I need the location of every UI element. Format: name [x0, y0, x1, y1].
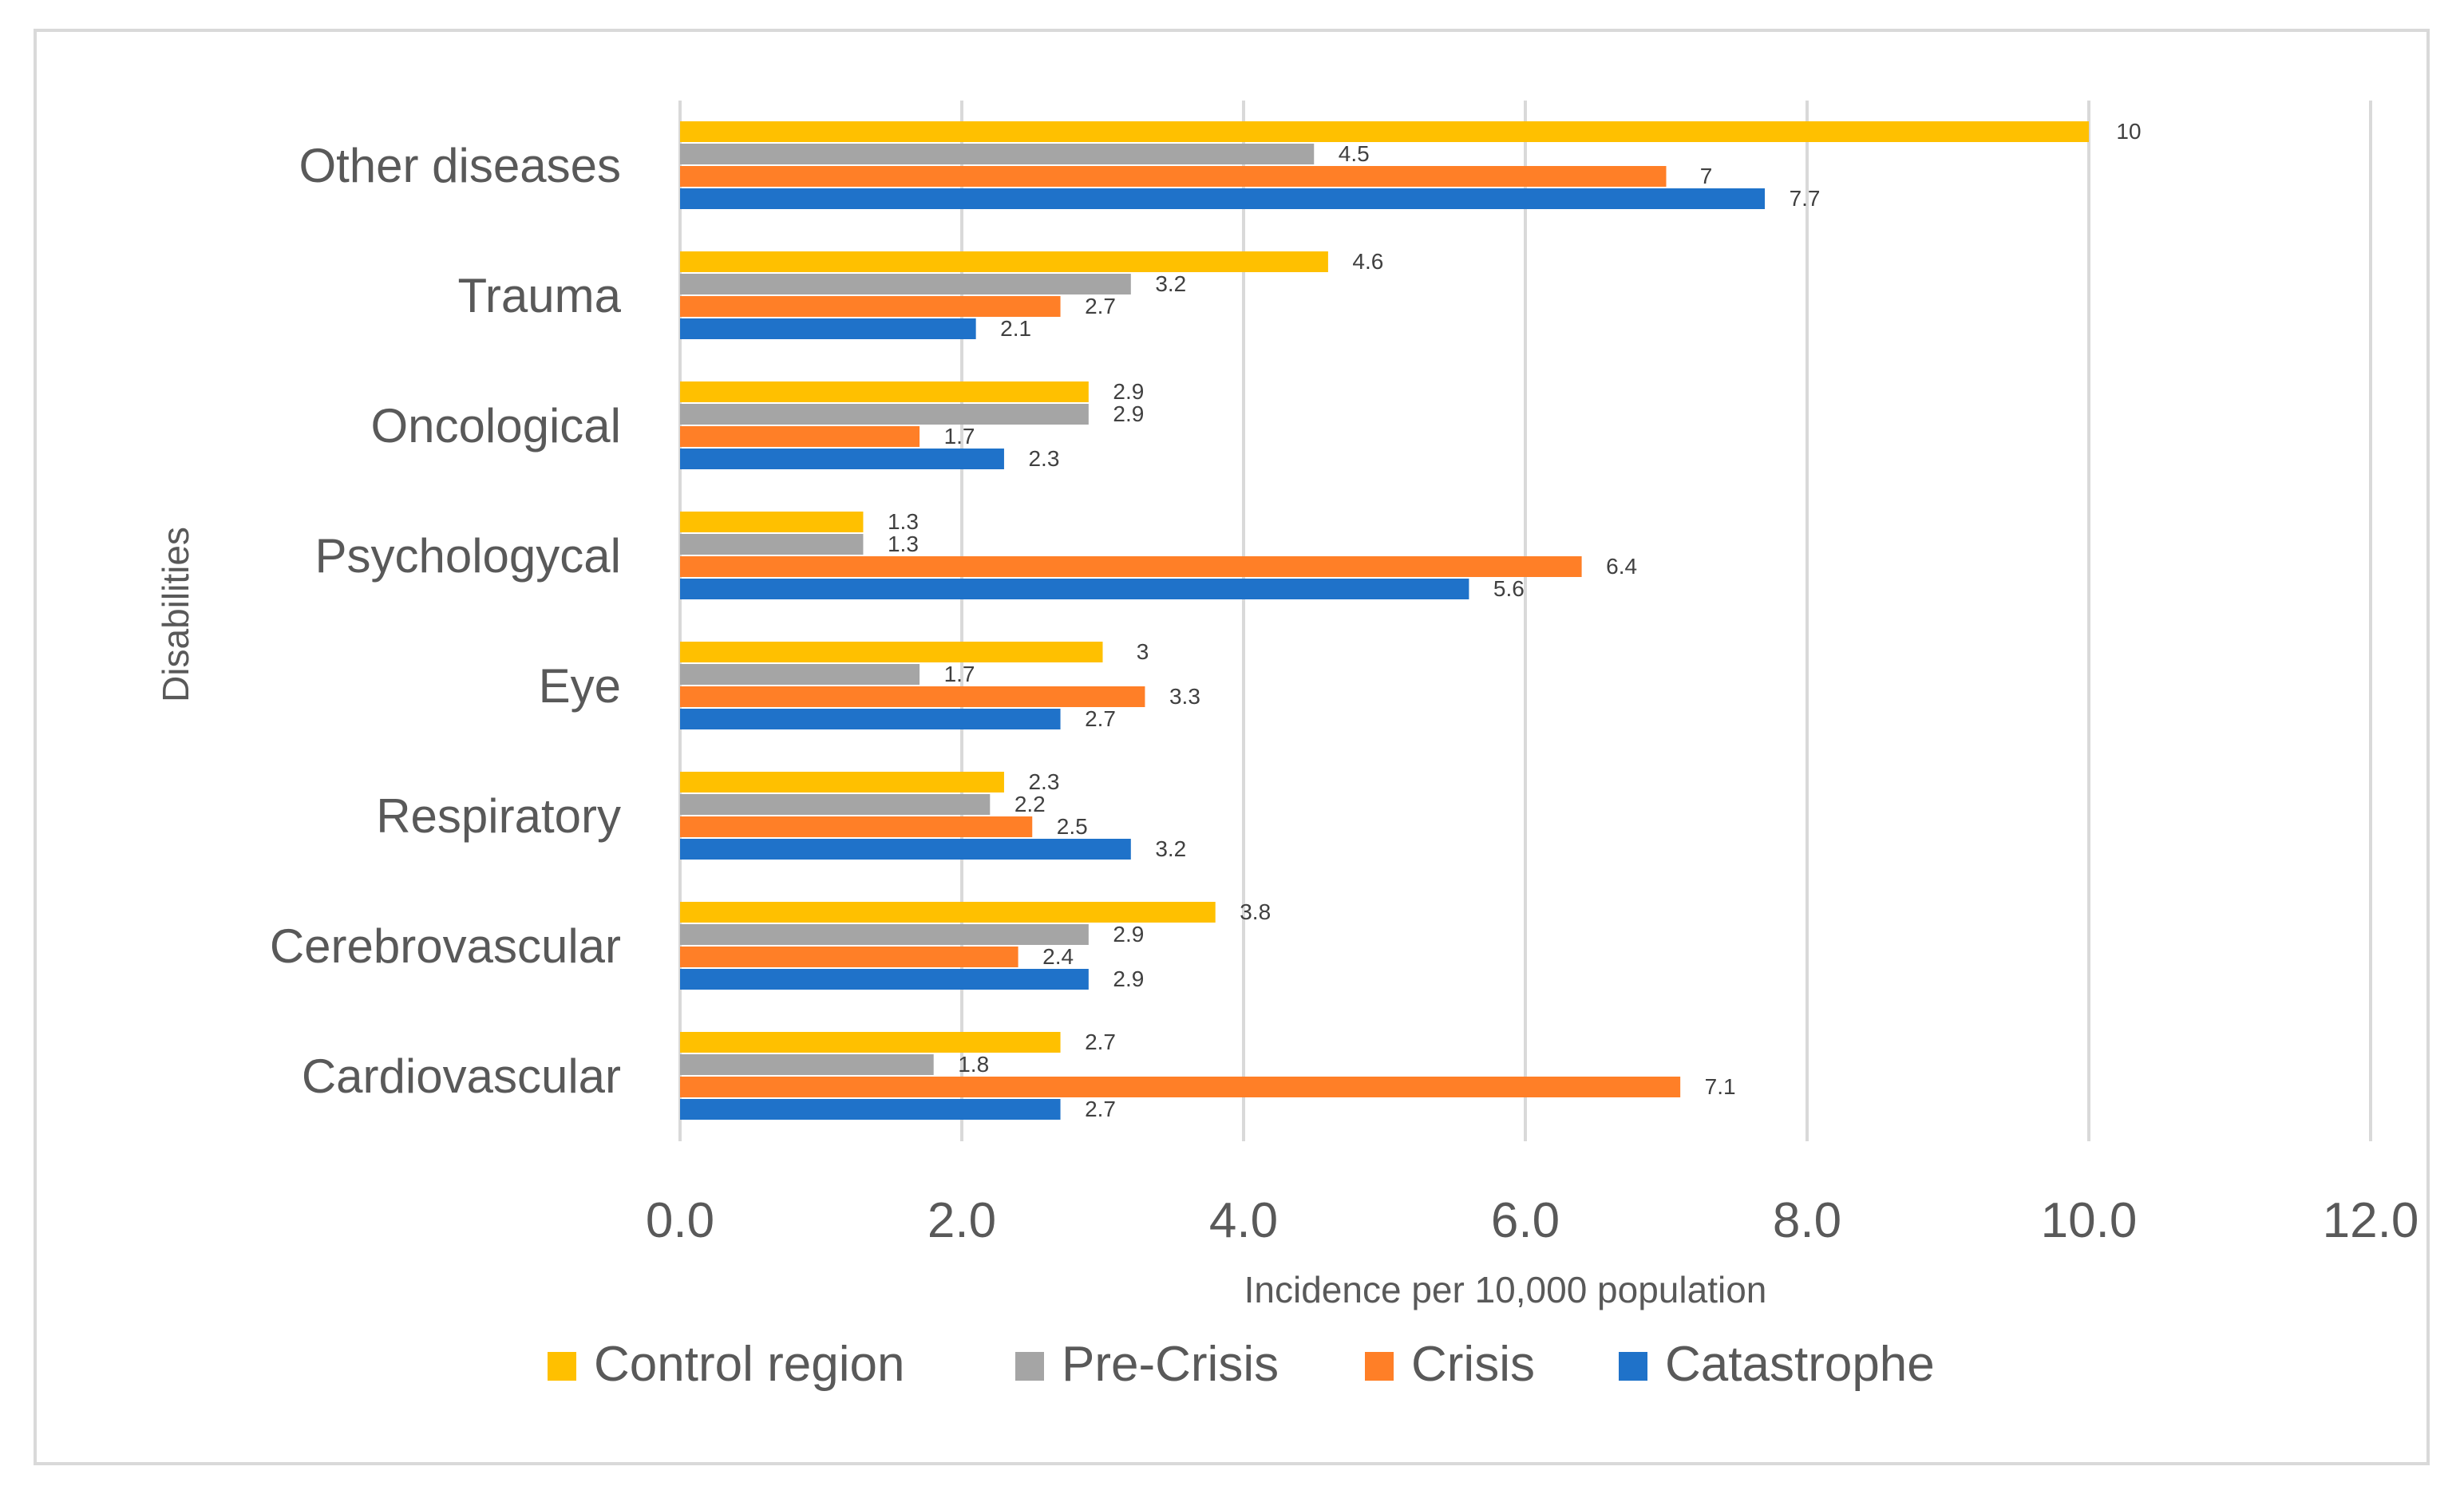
data-label: 2.1: [1000, 316, 1031, 341]
category-label-other-diseases: Other diseases: [299, 139, 621, 192]
bar-respiratory-pre-crisis: [680, 794, 991, 815]
data-label: 7: [1700, 164, 1713, 188]
data-label: 6.4: [1606, 554, 1637, 579]
x-tick-label: 6.0: [1491, 1193, 1560, 1248]
category-label-psychologycal: Psychologycal: [314, 529, 621, 583]
legend-swatch-control-region: [548, 1352, 576, 1381]
bar-cerebrovascular-catastrophe: [680, 969, 1089, 990]
data-label: 2.9: [1113, 401, 1144, 426]
bar-cerebrovascular-pre-crisis: [680, 924, 1089, 945]
data-label: 2.2: [1014, 792, 1046, 816]
data-label: 7.1: [1705, 1074, 1736, 1099]
bar-psychologycal-control-region: [680, 512, 864, 532]
bar-eye-control-region: [680, 642, 1103, 662]
data-label: 1.7: [944, 662, 975, 686]
bars: [680, 121, 2089, 1120]
data-label: 2.7: [1085, 1097, 1116, 1121]
data-label: 2.9: [1113, 379, 1144, 404]
bar-other-diseases-crisis: [680, 166, 1667, 187]
bar-oncological-control-region: [680, 381, 1089, 402]
category-label-cerebrovascular: Cerebrovascular: [270, 919, 621, 973]
legend-label-control-region: Control region: [594, 1337, 904, 1392]
data-label: 2.7: [1085, 706, 1116, 731]
data-label: 3: [1137, 639, 1149, 664]
bar-other-diseases-catastrophe: [680, 188, 1766, 209]
category-label-trauma: Trauma: [458, 269, 622, 322]
y-axis-title: Disabilities: [155, 527, 196, 702]
bar-psychologycal-catastrophe: [680, 579, 1469, 599]
data-label: 4.5: [1339, 141, 1370, 166]
bar-cerebrovascular-crisis: [680, 947, 1018, 967]
category-label-oncological: Oncological: [370, 399, 621, 453]
category-label-eye: Eye: [539, 659, 621, 713]
bar-cardiovascular-crisis: [680, 1077, 1681, 1097]
category-label-respiratory: Respiratory: [376, 789, 621, 843]
bar-eye-catastrophe: [680, 709, 1061, 729]
data-label: 1.3: [888, 509, 919, 534]
data-label: 5.6: [1493, 576, 1525, 601]
bar-psychologycal-pre-crisis: [680, 534, 864, 555]
x-tick-labels: 0.0 2.0 4.0 6.0 8.0 10.0 12.0: [646, 1193, 2419, 1248]
legend-label-catastrophe: Catastrophe: [1665, 1337, 1935, 1392]
bar-trauma-catastrophe: [680, 318, 976, 339]
data-label: 2.5: [1057, 814, 1088, 839]
bar-trauma-pre-crisis: [680, 274, 1131, 294]
x-tick-label: 4.0: [1209, 1193, 1278, 1248]
data-label: 10: [2116, 119, 2141, 144]
legend-swatch-crisis: [1365, 1352, 1394, 1381]
bar-other-diseases-control-region: [680, 121, 2089, 142]
x-axis-title: Incidence per 10,000 population: [1244, 1269, 1767, 1310]
legend-label-pre-crisis: Pre-Crisis: [1062, 1337, 1279, 1392]
data-label: 1.3: [888, 532, 919, 556]
data-label: 3.2: [1155, 271, 1186, 296]
legend: Control region Pre-Crisis Crisis Catastroph…: [548, 1337, 1935, 1392]
x-tick-label: 10.0: [2041, 1193, 2138, 1248]
legend-swatch-pre-crisis: [1015, 1352, 1044, 1381]
data-label: 2.7: [1085, 1030, 1116, 1054]
bar-trauma-crisis: [680, 296, 1061, 317]
bar-cardiovascular-catastrophe: [680, 1099, 1061, 1120]
bar-cerebrovascular-control-region: [680, 902, 1216, 923]
legend-swatch-catastrophe: [1619, 1352, 1647, 1381]
data-label: 2.9: [1113, 922, 1144, 947]
bar-eye-crisis: [680, 686, 1145, 707]
bar-other-diseases-pre-crisis: [680, 144, 1315, 164]
bar-cardiovascular-control-region: [680, 1032, 1061, 1053]
data-label: 1.8: [958, 1052, 989, 1077]
x-tick-label: 8.0: [1773, 1193, 1841, 1248]
bar-respiratory-crisis: [680, 816, 1033, 837]
data-label: 2.7: [1085, 294, 1116, 318]
data-label: 3.2: [1155, 836, 1186, 861]
data-label: 2.3: [1028, 446, 1059, 471]
category-labels: Other diseases Trauma Oncological Psycholog…: [270, 139, 622, 1103]
bar-oncological-pre-crisis: [680, 404, 1089, 425]
x-tick-label: 12.0: [2323, 1193, 2419, 1248]
bar-eye-pre-crisis: [680, 664, 920, 685]
data-label: 1.7: [944, 424, 975, 449]
bar-psychologycal-crisis: [680, 556, 1582, 577]
bar-cardiovascular-pre-crisis: [680, 1054, 934, 1075]
data-labels: 104.577.74.63.22.72.12.92.91.72.31.31.36…: [888, 119, 2142, 1121]
x-tick-label: 2.0: [927, 1193, 996, 1248]
bar-trauma-control-region: [680, 251, 1328, 272]
data-label: 7.7: [1790, 186, 1821, 211]
data-label: 3.3: [1169, 684, 1200, 709]
data-label: 2.3: [1028, 769, 1059, 794]
category-label-cardiovascular: Cardiovascular: [302, 1049, 621, 1103]
data-label: 4.6: [1352, 249, 1383, 274]
legend-label-crisis: Crisis: [1411, 1337, 1535, 1392]
data-label: 2.4: [1042, 944, 1074, 969]
data-label: 3.8: [1240, 899, 1271, 924]
bar-respiratory-catastrophe: [680, 839, 1131, 860]
data-label: 2.9: [1113, 966, 1144, 991]
bar-respiratory-control-region: [680, 772, 1004, 792]
x-tick-label: 0.0: [646, 1193, 714, 1248]
bar-oncological-catastrophe: [680, 449, 1004, 469]
bar-oncological-crisis: [680, 426, 920, 447]
